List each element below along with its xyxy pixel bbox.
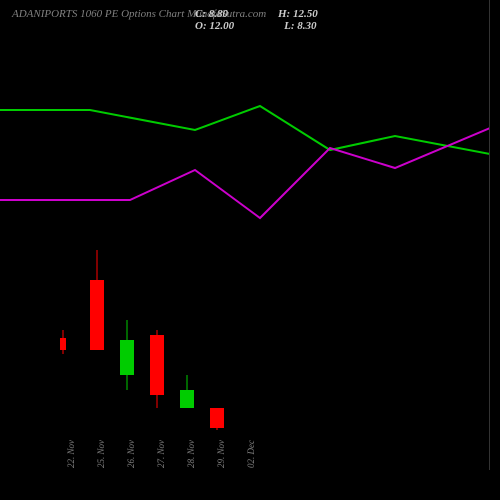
candle-body (120, 340, 134, 375)
right-border (489, 0, 490, 470)
candle (210, 50, 224, 470)
chart-area: 22. Nov 25. Nov 26. Nov 27. Nov 28. Nov 29. N… (0, 50, 490, 470)
close-value: C: 8.80 (195, 8, 228, 20)
x-axis-label: 26. Nov (126, 440, 136, 468)
candle-body (210, 408, 224, 428)
green-line (0, 106, 490, 154)
candle-body (180, 390, 194, 408)
x-axis-label: 02. Dec (246, 440, 256, 468)
candle (60, 50, 66, 470)
low-value: L: 8.30 (284, 20, 316, 32)
candle (90, 50, 104, 470)
x-axis-label: 22. Nov (66, 440, 76, 468)
open-value: O: 12.00 (195, 20, 234, 32)
candle-body (90, 280, 104, 350)
candle (180, 50, 194, 470)
x-axis: 22. Nov 25. Nov 26. Nov 27. Nov 28. Nov 29. N… (0, 438, 490, 468)
candle-body (150, 335, 164, 395)
candle-body (60, 338, 66, 350)
magenta-line (0, 128, 490, 218)
x-axis-label: 28. Nov (186, 440, 196, 468)
candle (120, 50, 134, 470)
high-value: H: 12.50 (278, 8, 318, 20)
x-axis-label: 27. Nov (156, 440, 166, 468)
candle (150, 50, 164, 470)
ohlc-panel: C: 8.80 H: 12.50 O: 12.00 L: 8.30 (195, 8, 318, 32)
indicator-lines (0, 50, 490, 470)
x-axis-label: 25. Nov (96, 440, 106, 468)
x-axis-label: 29. Nov (216, 440, 226, 468)
